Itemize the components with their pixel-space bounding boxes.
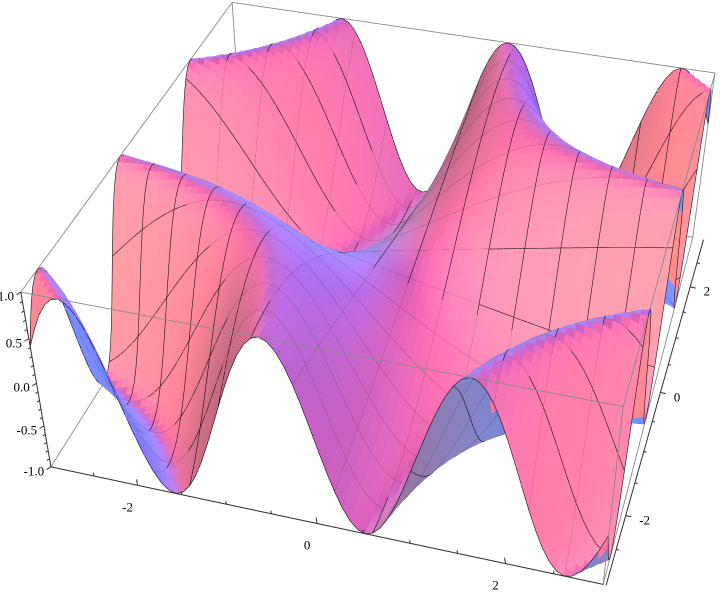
plot-area: -2 0 2 -2 0 2 1.0 0.5 0.0 -0.5 -1.0 bbox=[0, 0, 720, 592]
surface-plot-canvas bbox=[0, 0, 720, 592]
